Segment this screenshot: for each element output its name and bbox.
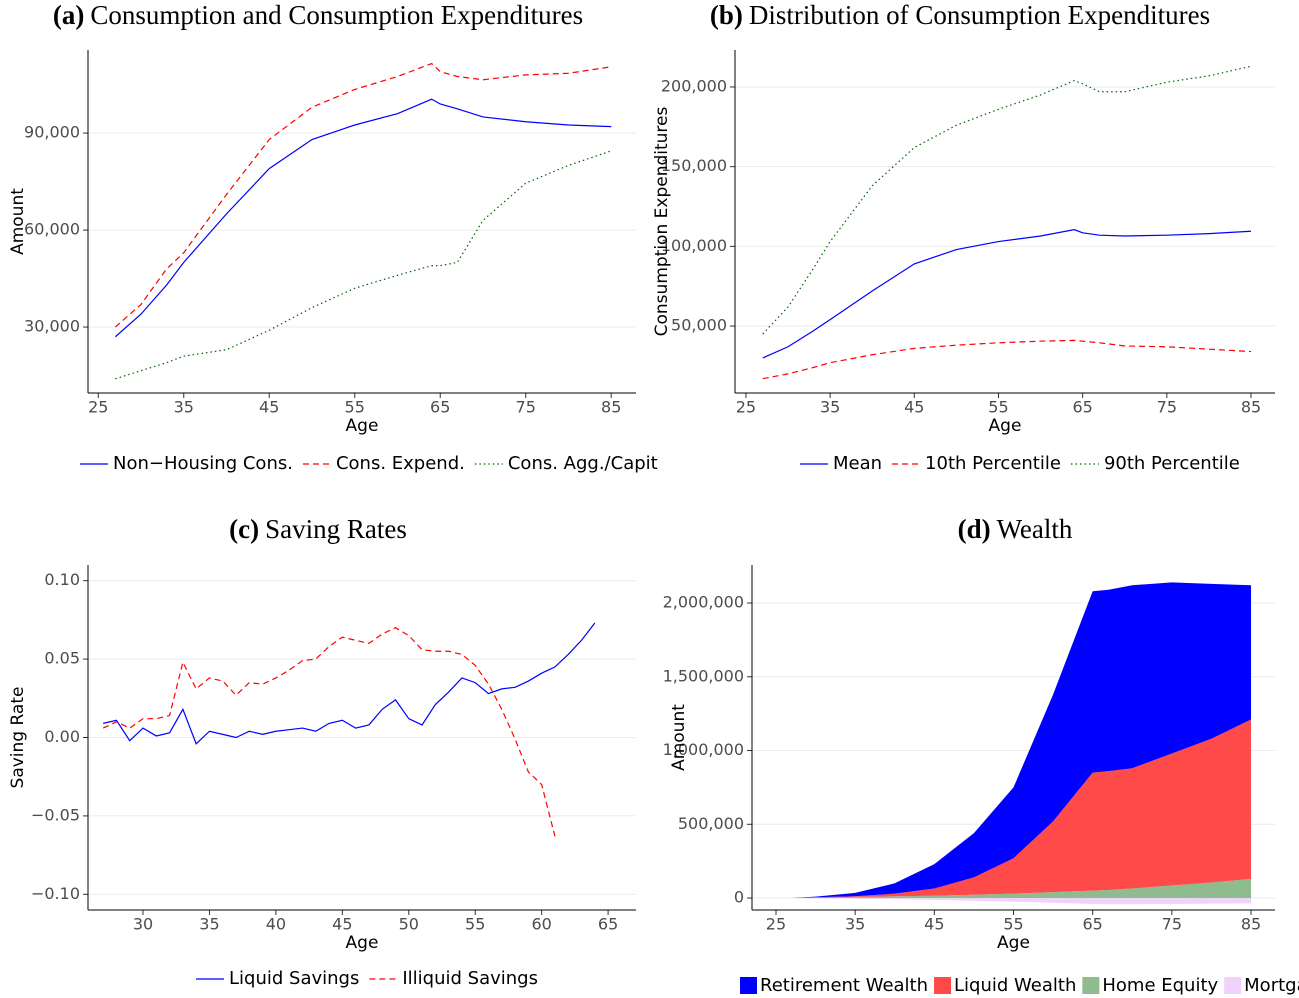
y-tick-label: 0.00 <box>44 727 80 746</box>
y-tick-label: 60,000 <box>24 220 80 239</box>
y-axis-label: Amount <box>669 704 689 771</box>
x-tick-label: 55 <box>465 915 485 934</box>
legend-label: 10th Percentile <box>925 453 1061 474</box>
x-tick-label: 35 <box>174 398 194 417</box>
legend-key <box>740 977 757 994</box>
panel-label: (c) <box>229 514 259 544</box>
panel-title: (c) Saving Rates <box>229 514 407 544</box>
series-line <box>762 229 1252 359</box>
x-tick-label: 30 <box>133 915 153 934</box>
x-tick-label: 45 <box>259 398 279 417</box>
series-line <box>762 65 1252 335</box>
x-tick-label: 55 <box>988 398 1008 417</box>
x-tick-label: 65 <box>1072 398 1092 417</box>
y-tick-label: −0.05 <box>31 805 80 824</box>
x-axis-label: Age <box>346 416 379 436</box>
series-line <box>103 622 596 745</box>
x-tick-label: 65 <box>598 915 618 934</box>
x-tick-label: 85 <box>1241 915 1261 934</box>
x-tick-label: 65 <box>1082 915 1102 934</box>
panel: (b) Distribution of Consumption Expenditu… <box>652 0 1275 474</box>
panel-title: (b) Distribution of Consumption Expenditu… <box>710 0 1210 30</box>
legend-label: Mean <box>833 453 882 474</box>
x-tick-label: 25 <box>88 398 108 417</box>
series-area <box>791 582 1252 899</box>
title-text: Saving Rates <box>265 514 407 544</box>
panel: (d) Wealth 0 500,000 1,000,000 1,500,000 2,000… <box>663 514 1299 996</box>
legend-label: Liquid Wealth <box>954 975 1076 996</box>
x-tick-label: 40 <box>266 915 286 934</box>
panel-label: (a) <box>53 0 84 30</box>
series-line <box>102 627 556 837</box>
panel-title: (a) Consumption and Consumption Expenditu… <box>53 0 583 30</box>
series-line <box>115 150 612 380</box>
y-tick-label: 2,000,000 <box>663 593 744 612</box>
x-tick-label: 75 <box>1157 398 1177 417</box>
y-tick-label: 1,000,000 <box>663 740 744 759</box>
x-axis-label: Age <box>989 416 1022 436</box>
y-tick-label: 0.10 <box>44 570 80 589</box>
legend-label: Home Equity <box>1102 975 1218 996</box>
legend-label: Retirement Wealth <box>760 975 928 996</box>
y-tick-label: 90,000 <box>24 123 80 142</box>
legend-key <box>1224 977 1242 994</box>
legend-label: Non−Housing Cons. <box>113 453 293 474</box>
title-text: Consumption and Consumption Expenditures <box>90 0 583 30</box>
x-tick-label: 75 <box>1162 915 1182 934</box>
panel-label: (b) <box>710 0 743 30</box>
x-tick-label: 35 <box>820 398 840 417</box>
x-tick-label: 50 <box>399 915 419 934</box>
panel-label: (d) <box>958 514 991 544</box>
y-tick-label: 200,000 <box>661 76 727 95</box>
y-tick-label: −0.10 <box>31 884 80 903</box>
y-tick-label: 50,000 <box>671 316 727 335</box>
y-tick-label: 150,000 <box>661 156 727 175</box>
panel: (c) Saving Rates −0.10 −0.05 0.00 0.05 0.10 30 3… <box>8 514 636 989</box>
y-tick-label: 100,000 <box>661 236 727 255</box>
panel: (a) Consumption and Consumption Expenditu… <box>8 0 658 474</box>
x-tick-label: 45 <box>924 915 944 934</box>
x-tick-label: 25 <box>736 398 756 417</box>
series-area <box>791 878 1252 899</box>
y-axis-label: Consumption Expenditures <box>652 107 672 337</box>
x-axis-label: Age <box>997 933 1030 953</box>
legend-label: Illiquid Savings <box>402 968 538 989</box>
series-line <box>762 339 1252 380</box>
y-tick-label: 500,000 <box>678 814 744 833</box>
title-text: Wealth <box>997 514 1073 544</box>
x-tick-label: 35 <box>199 915 219 934</box>
y-tick-label: 30,000 <box>24 317 80 336</box>
x-tick-label: 45 <box>904 398 924 417</box>
series-line <box>114 98 612 338</box>
x-tick-label: 55 <box>345 398 365 417</box>
y-axis-label: Saving Rate <box>8 687 28 789</box>
x-tick-label: 75 <box>516 398 536 417</box>
y-axis-label: Amount <box>8 188 28 255</box>
legend-label: Liquid Savings <box>229 968 359 989</box>
title-text: Distribution of Consumption Expenditures <box>749 0 1210 30</box>
x-tick-label: 25 <box>766 915 786 934</box>
series-area <box>791 898 1252 905</box>
x-tick-label: 60 <box>531 915 551 934</box>
x-tick-label: 45 <box>332 915 352 934</box>
x-tick-label: 85 <box>601 398 621 417</box>
x-tick-label: 55 <box>1003 915 1023 934</box>
legend-label: 90th Percentile <box>1104 453 1240 474</box>
panel-title: (d) Wealth <box>958 514 1073 544</box>
legend-label: Mortgag <box>1244 975 1299 996</box>
legend-key <box>1082 977 1100 994</box>
x-tick-label: 35 <box>845 915 865 934</box>
y-tick-label: 1,500,000 <box>663 666 744 685</box>
legend-key <box>934 977 952 994</box>
x-tick-label: 65 <box>430 398 450 417</box>
x-axis-label: Age <box>346 933 379 953</box>
x-tick-label: 85 <box>1241 398 1261 417</box>
series-area <box>791 719 1252 899</box>
legend-label: Cons. Expend. <box>336 453 465 474</box>
series-line <box>114 62 612 328</box>
legend-label: Cons. Agg./Capit <box>508 453 658 474</box>
y-tick-label: 0.05 <box>44 649 80 668</box>
y-tick-label: 0 <box>734 888 744 907</box>
